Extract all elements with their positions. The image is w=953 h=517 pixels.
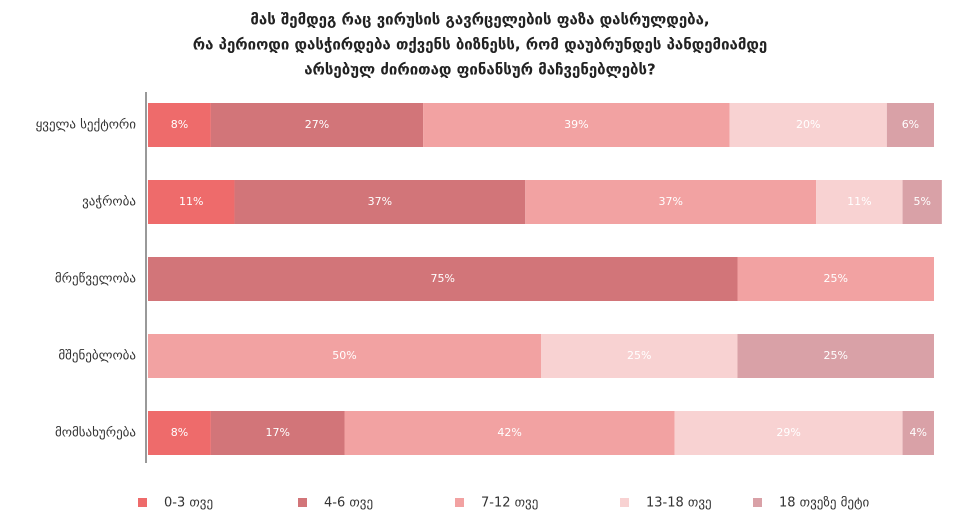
- bar-segment: [737, 257, 934, 301]
- value-label: 37%: [368, 195, 392, 208]
- legend-swatch: [138, 498, 147, 507]
- bar-segment: [148, 180, 235, 224]
- bar-segment: [525, 180, 817, 224]
- bar-segment: [148, 334, 541, 378]
- bar-segment: [902, 411, 934, 455]
- value-label: 11%: [847, 195, 871, 208]
- bar-segment: [737, 334, 934, 378]
- value-label: 20%: [796, 118, 820, 131]
- value-label: 8%: [171, 118, 188, 131]
- value-label: 75%: [431, 272, 455, 285]
- bar-segment: [729, 103, 887, 147]
- value-label: 29%: [776, 426, 800, 439]
- value-label: 39%: [564, 118, 588, 131]
- chart-title: მას შემდეგ რაც ვირუსის გავრცელების ფაზა …: [250, 11, 709, 29]
- value-label: 6%: [902, 118, 919, 131]
- bar-segment: [344, 411, 675, 455]
- y-tick-label: მომსახურება: [55, 426, 136, 441]
- bar-segment: [674, 411, 903, 455]
- legend-label: 7-12 თვე: [481, 496, 538, 511]
- value-label: 27%: [305, 118, 329, 131]
- legend-label: 13-18 თვე: [646, 496, 712, 511]
- bar-segment: [423, 103, 730, 147]
- value-label: 37%: [658, 195, 682, 208]
- bar-segment: [210, 411, 345, 455]
- y-tick-label: ვაჭრობა: [82, 195, 136, 210]
- value-label: 11%: [179, 195, 203, 208]
- value-label: 4%: [910, 426, 927, 439]
- legend-swatch: [753, 498, 762, 507]
- bar-segment: [148, 103, 211, 147]
- bar-segment: [148, 257, 738, 301]
- legend-label: 4-6 თვე: [324, 496, 373, 511]
- bar-segment: [816, 180, 903, 224]
- legend-swatch: [298, 498, 307, 507]
- legend-label: 18 თვეზე მეტი: [779, 496, 869, 511]
- bar-segment: [541, 334, 738, 378]
- value-label: 17%: [265, 426, 289, 439]
- legend-label: 0-3 თვე: [164, 496, 213, 511]
- value-label: 25%: [824, 349, 848, 362]
- value-label: 25%: [627, 349, 651, 362]
- chart-title: არსებულ ძირითად ფინანსურ მაჩვენებლებს?: [304, 61, 656, 79]
- value-label: 5%: [913, 195, 930, 208]
- bar-segment: [234, 180, 526, 224]
- bar-segment: [210, 103, 424, 147]
- y-tick-label: მშენებლობა: [58, 349, 136, 364]
- value-label: 50%: [332, 349, 356, 362]
- chart-title: რა პერიოდი დასჭირდება თქვენს ბიზნესს, რო…: [193, 36, 767, 54]
- y-tick-label: მრეწველობა: [55, 272, 136, 287]
- value-label: 25%: [824, 272, 848, 285]
- y-tick-label: ყველა სექტორი: [36, 118, 137, 133]
- bar-segment: [902, 180, 942, 224]
- bar-segment: [148, 411, 211, 455]
- value-label: 8%: [171, 426, 188, 439]
- legend-swatch: [455, 498, 464, 507]
- value-label: 42%: [497, 426, 521, 439]
- legend-swatch: [620, 498, 629, 507]
- bar-segment: [886, 103, 934, 147]
